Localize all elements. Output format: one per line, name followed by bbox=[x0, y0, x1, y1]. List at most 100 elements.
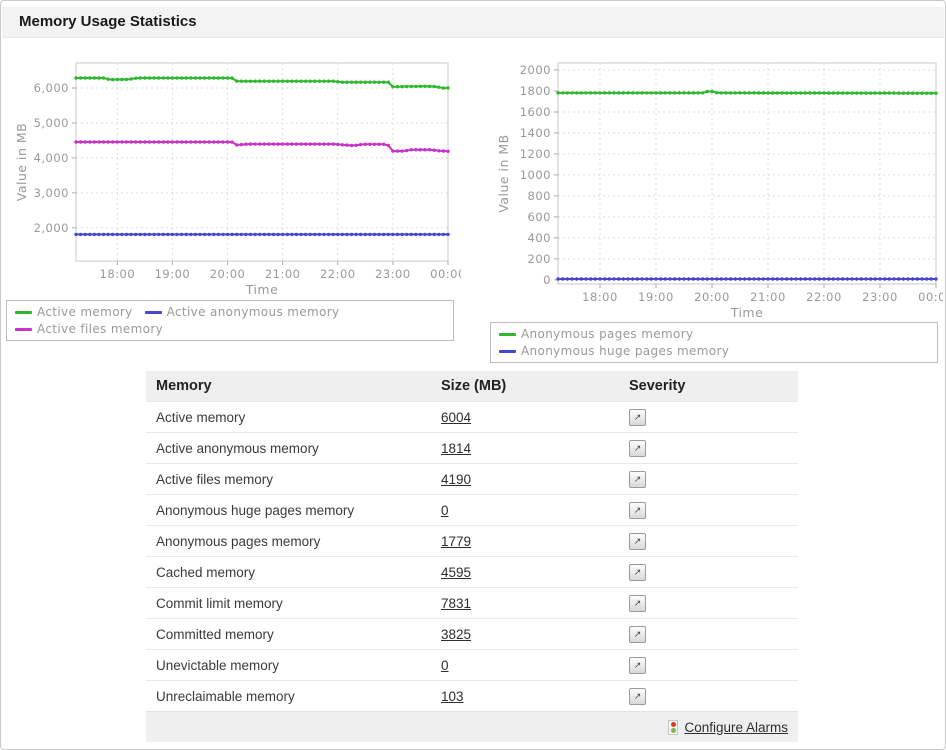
severity-cell: ↗ bbox=[619, 649, 798, 681]
traffic-light-icon bbox=[668, 719, 679, 735]
configure-alarms-link[interactable]: Configure Alarms bbox=[684, 719, 788, 735]
memory-name: Anonymous pages memory bbox=[146, 525, 431, 557]
memory-name: Cached memory bbox=[146, 556, 431, 588]
size-value-link[interactable]: 6004 bbox=[441, 409, 472, 425]
svg-text:1600: 1600 bbox=[520, 105, 551, 119]
size-value-link[interactable]: 0 bbox=[441, 657, 449, 673]
svg-text:Value in MB: Value in MB bbox=[14, 123, 29, 202]
external-link-icon[interactable]: ↗ bbox=[629, 502, 646, 519]
svg-text:1800: 1800 bbox=[520, 84, 551, 98]
table-row: Active anonymous memory 1814 ↗ bbox=[146, 432, 798, 464]
active-memory-chart: 2,000 3,000 4,000 5,000 6,000 18:00 19:00 20:00… bbox=[14, 62, 461, 297]
external-link-icon[interactable]: ↗ bbox=[629, 440, 646, 457]
size-cell: 1814 bbox=[431, 432, 619, 464]
memory-name: Unevictable memory bbox=[146, 649, 431, 681]
legend-line-swatch bbox=[499, 332, 516, 336]
svg-text:18:00: 18:00 bbox=[582, 290, 618, 304]
legend-item: Anonymous huge pages memory bbox=[499, 344, 729, 358]
anonymous-memory-chart-legend: Anonymous pages memory Anonymous huge pag… bbox=[490, 322, 938, 363]
svg-text:600: 600 bbox=[528, 210, 551, 224]
size-cell: 3825 bbox=[431, 618, 619, 650]
severity-cell: ↗ bbox=[619, 432, 798, 464]
legend-item: Anonymous pages memory bbox=[499, 327, 693, 341]
svg-text:0: 0 bbox=[543, 273, 551, 287]
external-link-icon[interactable]: ↗ bbox=[629, 626, 646, 643]
svg-text:00:00: 00:00 bbox=[430, 267, 461, 281]
svg-text:1400: 1400 bbox=[520, 126, 551, 140]
col-header-memory: Memory bbox=[146, 371, 431, 402]
severity-cell: ↗ bbox=[619, 494, 798, 526]
table-footer-row: Configure Alarms bbox=[146, 711, 798, 742]
svg-text:Time: Time bbox=[245, 282, 279, 297]
alarm-green-dot bbox=[670, 727, 676, 733]
legend-label: Anonymous huge pages memory bbox=[521, 344, 730, 358]
external-link-icon[interactable]: ↗ bbox=[629, 533, 646, 550]
severity-cell: ↗ bbox=[619, 463, 798, 495]
memory-name: Active files memory bbox=[146, 463, 431, 495]
table-row: Committed memory 3825 ↗ bbox=[146, 618, 798, 650]
table-row: Unreclaimable memory 103 ↗ bbox=[146, 680, 798, 712]
size-value-link[interactable]: 3825 bbox=[441, 626, 472, 642]
severity-cell: ↗ bbox=[619, 680, 798, 712]
size-value-link[interactable]: 1779 bbox=[441, 533, 472, 549]
external-link-icon[interactable]: ↗ bbox=[629, 564, 646, 581]
external-link-icon[interactable]: ↗ bbox=[629, 471, 646, 488]
size-cell: 0 bbox=[431, 494, 619, 526]
table-row: Anonymous huge pages memory 0 ↗ bbox=[146, 494, 798, 526]
external-link-icon[interactable]: ↗ bbox=[629, 595, 646, 612]
severity-cell: ↗ bbox=[619, 587, 798, 619]
legend-label: Active anonymous memory bbox=[166, 305, 340, 319]
svg-text:6,000: 6,000 bbox=[34, 81, 69, 95]
svg-text:Time: Time bbox=[730, 305, 764, 320]
size-value-link[interactable]: 7831 bbox=[441, 595, 472, 611]
size-value-link[interactable]: 0 bbox=[441, 502, 449, 518]
size-cell: 4595 bbox=[431, 556, 619, 588]
severity-cell: ↗ bbox=[619, 525, 798, 557]
svg-text:00:00: 00:00 bbox=[918, 290, 943, 304]
svg-text:18:00: 18:00 bbox=[100, 267, 136, 281]
legend-line-swatch bbox=[144, 310, 162, 314]
table-row: Commit limit memory 7831 ↗ bbox=[146, 587, 798, 619]
legend-item: Active files memory bbox=[15, 322, 163, 336]
size-value-link[interactable]: 4190 bbox=[441, 471, 472, 487]
svg-text:800: 800 bbox=[528, 189, 551, 203]
external-link-icon[interactable]: ↗ bbox=[629, 409, 646, 426]
table-row: Active memory 6004 ↗ bbox=[146, 401, 798, 433]
external-link-icon[interactable]: ↗ bbox=[629, 688, 646, 705]
svg-text:2000: 2000 bbox=[520, 63, 551, 77]
memory-stats-table: Memory Size (MB) Severity Active memory 6… bbox=[146, 371, 798, 742]
memory-name: Active anonymous memory bbox=[146, 432, 431, 464]
svg-text:19:00: 19:00 bbox=[638, 290, 674, 304]
size-value-link[interactable]: 1814 bbox=[441, 440, 472, 456]
legend-line-swatch bbox=[15, 327, 32, 331]
legend-item: Active memory bbox=[15, 305, 133, 319]
anonymous-memory-chart: 0 200 400 600 800 1000 1200 1400 1600 1800 2000 18:… bbox=[496, 62, 943, 320]
svg-text:22:00: 22:00 bbox=[806, 290, 842, 304]
table-row: Active files memory 4190 ↗ bbox=[146, 463, 798, 495]
table-row: Unevictable memory 0 ↗ bbox=[146, 649, 798, 681]
svg-text:2,000: 2,000 bbox=[34, 221, 69, 235]
alarm-red-dot bbox=[670, 721, 676, 727]
memory-name: Commit limit memory bbox=[146, 587, 431, 619]
size-cell: 6004 bbox=[431, 401, 619, 433]
svg-text:19:00: 19:00 bbox=[155, 267, 191, 281]
svg-text:23:00: 23:00 bbox=[862, 290, 898, 304]
table-row: Cached memory 4595 ↗ bbox=[146, 556, 798, 588]
svg-text:200: 200 bbox=[528, 252, 551, 266]
svg-text:3,000: 3,000 bbox=[34, 186, 69, 200]
size-cell: 0 bbox=[431, 649, 619, 681]
severity-cell: ↗ bbox=[619, 618, 798, 650]
svg-text:1000: 1000 bbox=[520, 168, 551, 182]
external-link-icon[interactable]: ↗ bbox=[629, 657, 646, 674]
size-cell: 103 bbox=[431, 680, 619, 712]
table-header-row: Memory Size (MB) Severity bbox=[146, 371, 798, 402]
size-value-link[interactable]: 4595 bbox=[441, 564, 472, 580]
legend-line-swatch bbox=[15, 310, 32, 314]
svg-text:21:00: 21:00 bbox=[265, 267, 301, 281]
legend-item: Active anonymous memory bbox=[144, 305, 340, 319]
size-cell: 4190 bbox=[431, 463, 619, 495]
svg-text:400: 400 bbox=[528, 231, 551, 245]
svg-text:Value in MB: Value in MB bbox=[496, 134, 511, 213]
size-value-link[interactable]: 103 bbox=[441, 688, 464, 704]
